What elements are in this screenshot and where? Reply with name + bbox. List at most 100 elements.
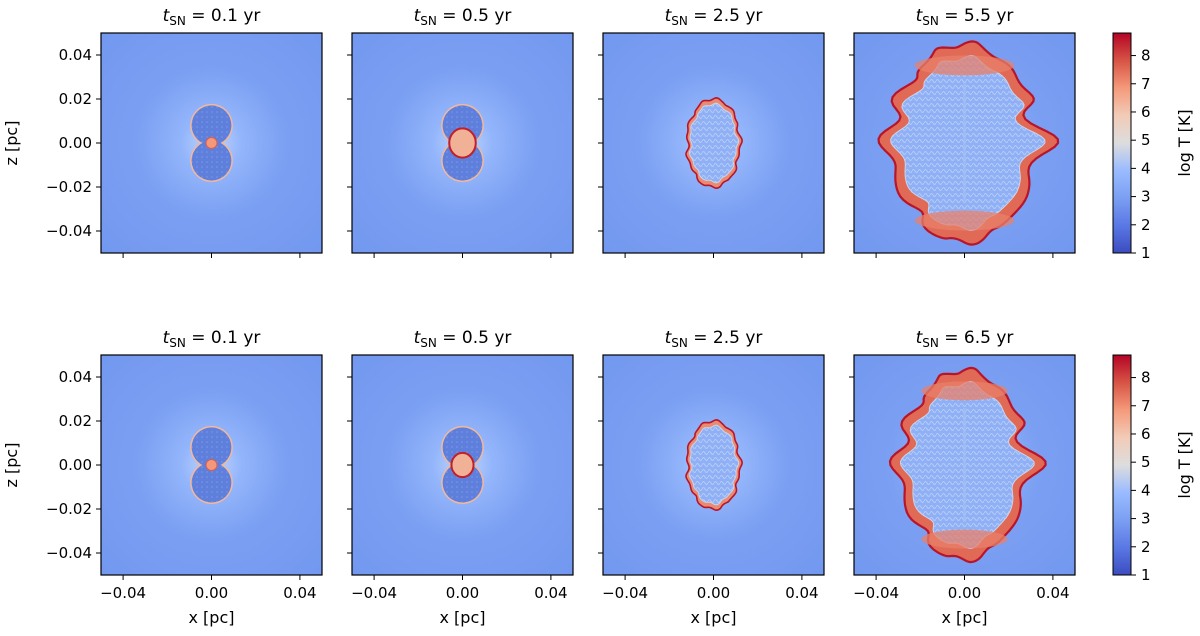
x-tick-label: 0.00 [948, 584, 981, 602]
colorbar-row1: 1 2 3 4 5 6 7 8 log T [K] [1112, 32, 1194, 262]
colorbar-tick-label: 7 [1141, 75, 1151, 93]
title-text: = 0.5 yr [437, 328, 512, 348]
colorbar-tick-label: 4 [1141, 481, 1151, 499]
panel-r2c2: tSN = 0.5 yr −0.04 0.00 0.04 x [pc] [347, 328, 574, 627]
title-subscript: SN [169, 14, 186, 28]
title-symbol: t [414, 6, 422, 26]
colorbar-tick-label: 4 [1141, 159, 1151, 177]
bubble-lobe [442, 427, 483, 468]
title-symbol: t [916, 328, 924, 348]
hot-core [448, 127, 477, 159]
title-symbol: t [163, 328, 171, 348]
title-symbol: t [665, 6, 673, 26]
panel-title: tSN = 2.5 yr [665, 6, 763, 28]
heatmap-image [854, 33, 1075, 253]
colorbar-row2-bar [1112, 354, 1132, 576]
title-subscript: SN [420, 336, 437, 350]
x-tick-label: −0.04 [602, 584, 648, 602]
panel-r1c3: tSN = 2.5 yr [598, 6, 825, 258]
hot-cap-top [921, 381, 1008, 401]
panels-group: tSN = 0.1 yr−0.04−0.020.000.020.04z [pc]… [2, 6, 1076, 627]
heatmap-image [352, 33, 573, 253]
title-text: = 0.1 yr [186, 328, 261, 348]
hot-core [205, 458, 218, 472]
title-text: = 2.5 yr [688, 328, 763, 348]
colorbar-tick-label: 5 [1141, 131, 1151, 149]
hot-core [450, 451, 475, 479]
y-tick-label: 0.00 [59, 134, 92, 152]
panel-title: tSN = 6.5 yr [916, 328, 1014, 350]
heatmap-image [603, 355, 824, 575]
turbulent-interior [688, 102, 740, 184]
y-tick-label: 0.04 [59, 46, 92, 64]
hot-cap-bottom [921, 529, 1008, 549]
title-subscript: SN [671, 14, 688, 28]
title-symbol: t [163, 6, 171, 26]
colorbar-tick-label: 8 [1141, 47, 1151, 65]
bubble-lobe [442, 462, 483, 503]
y-tick-label: 0.02 [59, 412, 92, 430]
colorbar-tick-label: 8 [1141, 369, 1151, 387]
x-tick-label: −0.04 [100, 584, 146, 602]
x-tick-label: 0.00 [446, 584, 479, 602]
title-text: = 2.5 yr [688, 6, 763, 26]
title-subscript: SN [169, 336, 186, 350]
panel-title: tSN = 0.1 yr [163, 328, 261, 350]
panel-title: tSN = 0.5 yr [414, 6, 512, 28]
heatmap-image [352, 355, 573, 575]
y-tick-label: −0.04 [46, 222, 92, 240]
x-tick-label: 0.04 [1036, 584, 1069, 602]
title-text: = 0.1 yr [186, 6, 261, 26]
colorbar-tick-label: 6 [1141, 425, 1151, 443]
y-axis-label: z [pc] [2, 443, 21, 488]
title-subscript: SN [671, 336, 688, 350]
x-axis-label: x [pc] [440, 608, 486, 627]
heatmap-image [101, 355, 322, 575]
colorbar-row1-label: log T [K] [1175, 109, 1194, 176]
colorbar-tick-label: 5 [1141, 453, 1151, 471]
title-symbol: t [414, 328, 422, 348]
colorbar-tick-label: 1 [1141, 244, 1151, 262]
x-tick-label: 0.04 [534, 584, 567, 602]
title-text: = 6.5 yr [939, 328, 1014, 348]
title-symbol: t [665, 328, 673, 348]
x-tick-label: 0.00 [195, 584, 228, 602]
y-tick-label: 0.04 [59, 368, 92, 386]
panel-r2c3: tSN = 2.5 yr −0.04 0.00 0.04 x [pc] [598, 328, 825, 627]
x-axis-label: x [pc] [942, 608, 988, 627]
panel-r2c1: tSN = 0.1 yr −0.04 0.00 0.04 −0.04 −0.02 0.00 0… [2, 328, 323, 627]
title-subscript: SN [420, 14, 437, 28]
title-subscript: SN [922, 336, 939, 350]
colorbar-tick-label: 2 [1141, 538, 1151, 556]
y-tick-label: 0.02 [59, 90, 92, 108]
title-text: = 0.5 yr [437, 6, 512, 26]
x-axis-label: x [pc] [189, 608, 235, 627]
colorbar-row2-label: log T [K] [1175, 431, 1194, 498]
heatmap-image [603, 33, 824, 253]
x-tick-label: −0.04 [351, 584, 397, 602]
x-axis-label: x [pc] [691, 608, 737, 627]
title-subscript: SN [922, 14, 939, 28]
heatmap-image [854, 355, 1075, 575]
bubble-lobe [191, 462, 232, 503]
colorbar-tick-label: 3 [1141, 188, 1151, 206]
y-axis-label: z [pc] [2, 121, 21, 166]
colorbar-tick-label: 6 [1141, 103, 1151, 121]
title-text: = 5.5 yr [939, 6, 1014, 26]
panel-r1c2: tSN = 0.5 yr [347, 6, 574, 258]
x-tick-label: −0.04 [853, 584, 899, 602]
y-tick-label: 0.00 [59, 456, 92, 474]
panel-r2c4: tSN = 6.5 yr −0.04 0.00 0.04 x [pc] [849, 328, 1076, 627]
heatmap-image [101, 33, 322, 253]
x-tick-label: 0.04 [785, 584, 818, 602]
turbulent-interior [688, 424, 740, 506]
panel-title: tSN = 0.1 yr [163, 6, 261, 28]
hot-cap-bottom [914, 210, 1015, 231]
colorbar-row2: 1 2 3 4 5 6 7 8 log T [K] [1112, 354, 1194, 584]
colorbar-tick-label: 3 [1141, 510, 1151, 528]
panel-title: tSN = 2.5 yr [665, 328, 763, 350]
y-tick-label: −0.04 [46, 544, 92, 562]
panel-title: tSN = 0.5 yr [414, 328, 512, 350]
panel-title: tSN = 5.5 yr [916, 6, 1014, 28]
